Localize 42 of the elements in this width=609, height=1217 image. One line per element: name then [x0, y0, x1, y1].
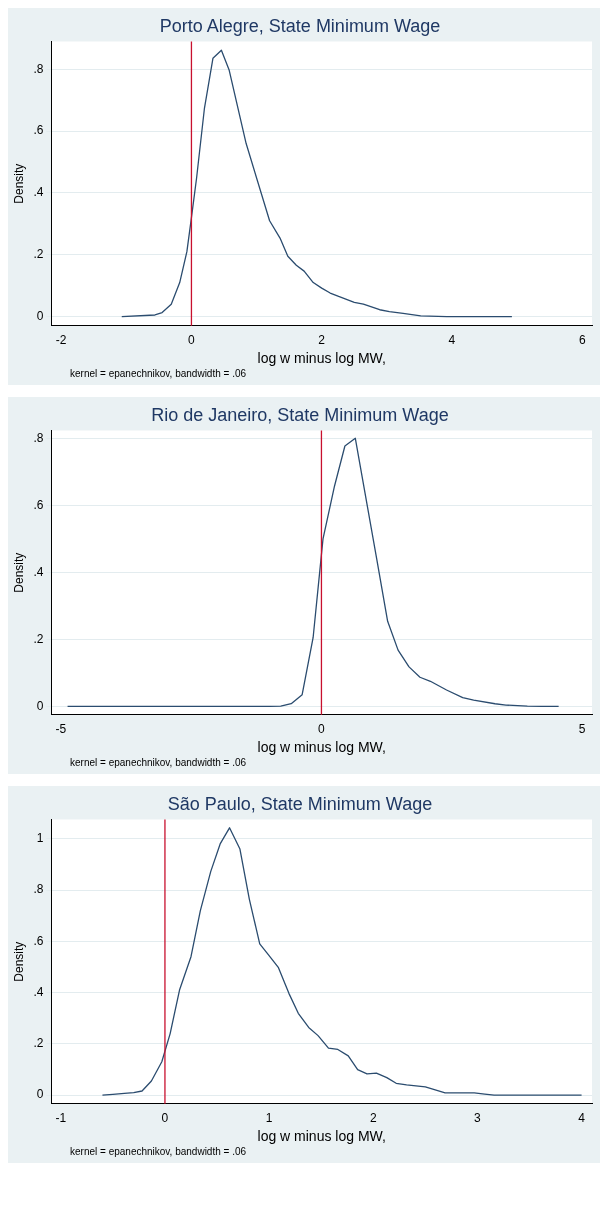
x-axis-title: log w minus log MW,	[257, 739, 386, 756]
x-tick-label: 0	[188, 333, 196, 348]
x-tick-label: 2	[318, 333, 326, 348]
x-tick-label: 6	[578, 333, 586, 348]
y-axis-title: Density	[11, 552, 26, 593]
text: kernel = epanechnikov, bandwidth = .06	[69, 1146, 248, 1157]
x-tick-label: 1	[265, 1111, 273, 1126]
chart-title: Porto Alegre, State Minimum Wage	[159, 15, 441, 36]
x-tick-label: 4	[578, 1111, 586, 1126]
x-tick-label: 5	[578, 722, 586, 737]
y-axis-title: Density	[11, 941, 26, 982]
x-tick-label: 0	[161, 1111, 169, 1126]
y-tick-label: .4	[33, 185, 44, 200]
x-axis-title: log w minus log MW,	[257, 350, 386, 367]
y-tick-label: 0	[36, 698, 44, 713]
x-tick-label: 4	[448, 333, 456, 348]
x-tick-label: 3	[474, 1111, 482, 1126]
x-tick-label: 2	[369, 1111, 377, 1126]
y-tick-label: 0	[36, 308, 44, 323]
y-tick-label: .8	[33, 430, 44, 445]
text: kernel = epanechnikov, bandwidth = .06	[69, 368, 248, 379]
y-tick-label: .2	[33, 1036, 44, 1051]
x-tick-label: -5	[55, 722, 67, 737]
y-tick-label: .4	[33, 564, 44, 579]
text: kernel = epanechnikov, bandwidth = .06	[69, 757, 248, 768]
y-tick-label: .6	[33, 497, 44, 512]
y-tick-label: .6	[33, 123, 44, 138]
x-tick-label: -2	[55, 333, 67, 348]
chart-title: São Paulo, State Minimum Wage	[167, 793, 433, 814]
y-tick-label: .4	[33, 984, 44, 999]
y-tick-label: .2	[33, 631, 44, 646]
y-tick-label: .6	[33, 933, 44, 948]
y-axis-title: Density	[11, 163, 26, 204]
y-tick-label: 0	[36, 1087, 44, 1102]
y-tick-label: .8	[33, 882, 44, 897]
x-tick-label: -1	[55, 1111, 67, 1126]
x-axis-title: log w minus log MW,	[257, 1128, 386, 1145]
x-tick-label: 0	[318, 722, 326, 737]
y-tick-label: .2	[33, 247, 44, 262]
y-tick-label: .8	[33, 61, 44, 76]
chart-title: Rio de Janeiro, State Minimum Wage	[151, 404, 449, 425]
y-tick-label: 1	[36, 831, 44, 846]
